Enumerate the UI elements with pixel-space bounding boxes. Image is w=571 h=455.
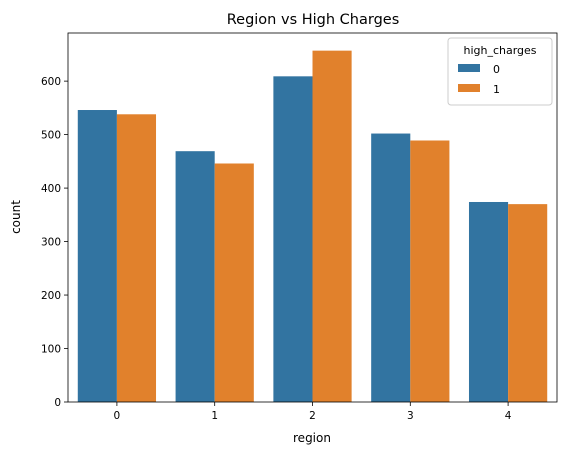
bar-series-1-region-1: [214, 163, 254, 402]
x-tick-label: 1: [211, 410, 218, 422]
legend-label-1: 1: [493, 83, 500, 96]
y-tick-label: 100: [41, 344, 61, 356]
y-tick-label: 400: [41, 183, 61, 195]
y-tick-label: 300: [41, 237, 61, 249]
bar-series-1-region-3: [410, 140, 450, 403]
y-tick-label: 600: [41, 76, 61, 88]
legend-title: high_charges: [463, 44, 536, 57]
y-tick-label: 0: [54, 397, 61, 409]
bar-series-0-region-0: [77, 110, 117, 402]
plot-frame: [67, 32, 558, 403]
bar-series-0-region-3: [371, 133, 411, 403]
chart-title: Region vs High Charges: [227, 12, 400, 28]
x-tick-label: 2: [309, 410, 316, 422]
legend-swatch-0: [458, 64, 480, 72]
x-tick-label: 3: [407, 410, 414, 422]
y-axis-label: count: [9, 200, 23, 234]
legend: high_charges 0 1: [447, 37, 553, 106]
bar-series-0-region-1: [175, 151, 215, 402]
legend-swatch-1: [458, 84, 480, 92]
x-ticks: 0 1 2 3 4: [114, 402, 512, 422]
bars-group: [77, 50, 548, 403]
bar-series-0-region-2: [273, 76, 313, 402]
bar-series-1-region-0: [116, 114, 157, 402]
y-tick-label: 200: [41, 290, 61, 302]
bar-series-0-region-4: [468, 201, 509, 402]
x-tick-label: 4: [505, 410, 512, 422]
x-axis-label: region: [293, 431, 331, 445]
bar-series-1-region-2: [312, 50, 352, 403]
legend-label-0: 0: [493, 63, 500, 76]
bar-series-1-region-4: [508, 204, 548, 402]
y-tick-label: 500: [41, 130, 61, 142]
y-ticks: 0 100 200 300 400 500 600: [41, 76, 68, 409]
x-tick-label: 0: [114, 410, 121, 422]
